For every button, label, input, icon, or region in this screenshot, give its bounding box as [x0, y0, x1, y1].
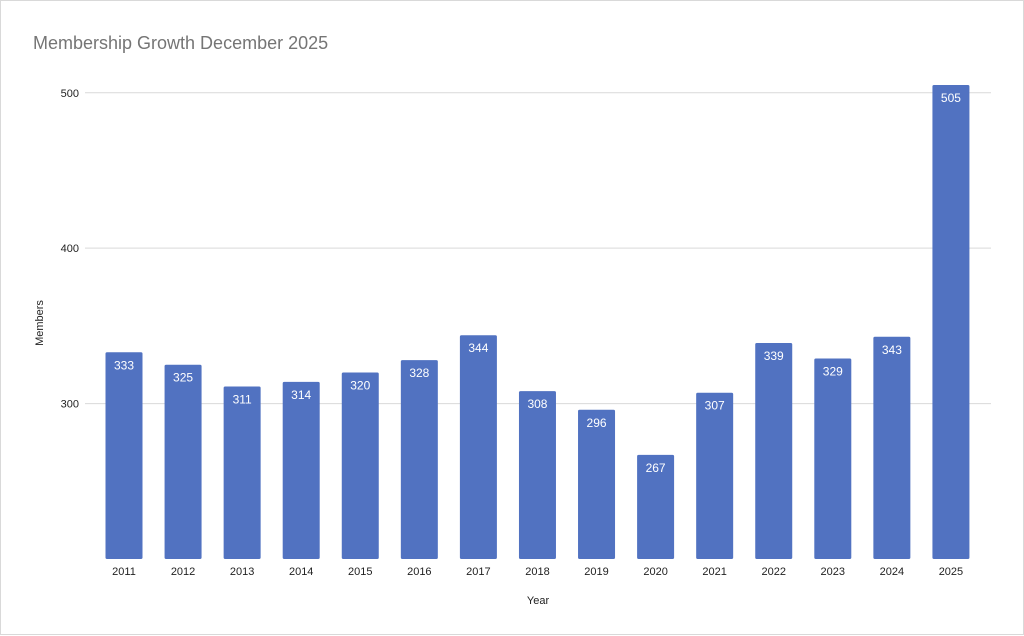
bar	[578, 409, 616, 559]
x-tick-label: 2020	[643, 566, 667, 578]
bar	[637, 454, 675, 559]
x-axis-ticks: 2011 2012 2013 2014 2015 2016 2017 2018 2019 2020…	[112, 566, 963, 578]
data-label: 296	[587, 416, 607, 430]
bar	[518, 391, 556, 559]
data-label: 307	[705, 399, 725, 413]
y-tick-label: 300	[61, 399, 79, 411]
data-label: 344	[468, 341, 488, 355]
bar	[282, 381, 320, 559]
data-label: 343	[882, 343, 902, 357]
bars	[105, 85, 970, 559]
x-tick-label: 2019	[584, 566, 608, 578]
x-tick-label: 2024	[880, 566, 904, 578]
y-tick-label: 400	[61, 243, 79, 255]
data-label: 320	[350, 379, 370, 393]
x-tick-label: 2011	[112, 566, 136, 578]
data-label: 505	[941, 91, 961, 105]
data-labels: 333 325 311 314 320 328 344 308 296 267 307 339 329 3…	[114, 91, 961, 475]
bar	[400, 360, 438, 559]
data-label: 308	[527, 397, 547, 411]
gridlines	[85, 92, 991, 405]
chart-title: Membership Growth December 2025	[33, 33, 329, 53]
bar	[223, 386, 261, 559]
x-tick-label: 2013	[230, 566, 254, 578]
data-label: 339	[764, 349, 784, 363]
bar	[459, 335, 497, 559]
data-label: 329	[823, 365, 843, 379]
x-tick-label: 2021	[702, 566, 726, 578]
x-axis-title: Year	[527, 595, 550, 607]
x-tick-label: 2015	[348, 566, 372, 578]
data-label: 328	[409, 366, 429, 380]
x-tick-label: 2016	[407, 566, 431, 578]
bar	[932, 85, 970, 559]
data-label: 311	[233, 392, 252, 406]
data-label: 325	[173, 371, 193, 385]
y-axis-title: Members	[34, 300, 46, 346]
x-tick-label: 2022	[761, 566, 785, 578]
data-label: 267	[646, 461, 666, 475]
bar	[341, 372, 379, 559]
bar	[814, 358, 852, 559]
x-tick-label: 2018	[525, 566, 549, 578]
y-tick-label: 500	[61, 88, 79, 100]
bar	[164, 364, 202, 559]
bar	[105, 352, 143, 559]
x-tick-label: 2012	[171, 566, 195, 578]
data-label: 314	[291, 388, 311, 402]
bar	[873, 336, 911, 559]
bar	[755, 342, 793, 559]
x-tick-label: 2023	[821, 566, 845, 578]
x-tick-label: 2025	[939, 566, 963, 578]
bar	[696, 392, 734, 559]
y-axis-ticks: 300 400 500	[61, 88, 79, 411]
x-tick-label: 2017	[466, 566, 490, 578]
x-tick-label: 2014	[289, 566, 313, 578]
data-label: 333	[114, 358, 134, 372]
